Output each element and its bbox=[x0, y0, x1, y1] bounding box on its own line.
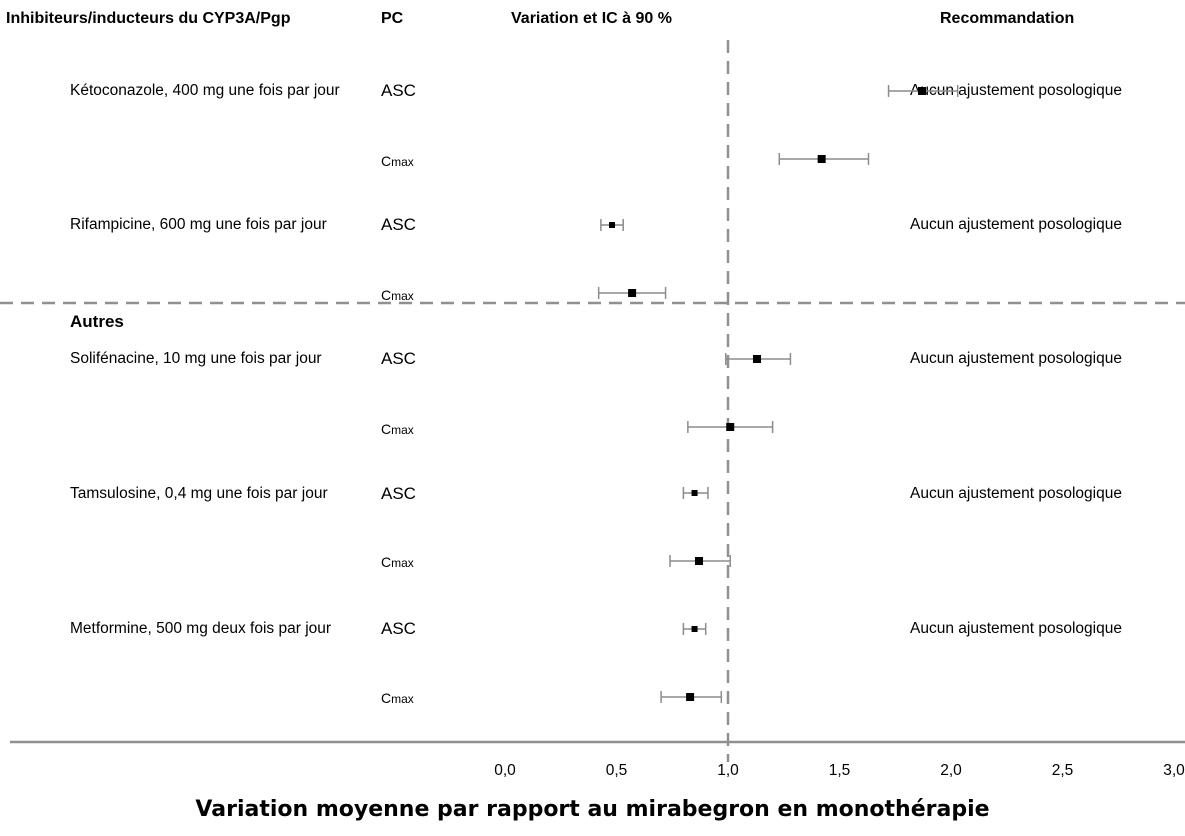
forest-marks bbox=[597, 85, 959, 703]
table-row: Kétoconazole, 400 mg une fois par jour A… bbox=[0, 81, 1185, 125]
pc-label: ASC bbox=[381, 215, 416, 234]
point-estimate bbox=[817, 155, 826, 163]
point-estimate bbox=[691, 626, 698, 632]
table-row: Rifampicine, 600 mg une fois par jour AS… bbox=[0, 215, 1185, 259]
pc-label: Cmax bbox=[381, 287, 414, 303]
pc-label: Cmax bbox=[381, 554, 414, 570]
forest-point bbox=[682, 487, 709, 499]
header-recommendation: Recommandation bbox=[940, 10, 1075, 27]
table-row: Metformine, 500 mg deux fois par jour AS… bbox=[0, 619, 1185, 663]
drug-label: Tamsulosine, 0,4 mg une fois par jour bbox=[70, 485, 328, 502]
pc-label: Cmax bbox=[381, 690, 414, 706]
forest-point bbox=[887, 85, 959, 97]
table-row: Cmax bbox=[0, 687, 1185, 731]
table-row: Cmax bbox=[0, 150, 1185, 194]
point-estimate bbox=[686, 693, 695, 701]
forest-point bbox=[687, 421, 774, 433]
header-variation: Variation et IC à 90 % bbox=[511, 10, 672, 27]
table-row: Cmax bbox=[0, 284, 1185, 328]
point-estimate bbox=[628, 289, 637, 297]
table-row: Autres bbox=[0, 312, 1185, 356]
recommendation-label: Aucun ajustement posologique bbox=[910, 485, 1122, 502]
pc-label: ASC bbox=[381, 81, 416, 100]
recommendation-label: Aucun ajustement posologique bbox=[910, 82, 1122, 99]
recommendation-label: Aucun ajustement posologique bbox=[910, 350, 1122, 367]
drug-label: Solifénacine, 10 mg une fois par jour bbox=[70, 350, 322, 367]
x-tick-label: 3,0 bbox=[1163, 762, 1185, 779]
header-drug: Inhibiteurs/inducteurs du CYP3A/Pgp bbox=[6, 10, 291, 27]
table-row: Tamsulosine, 0,4 mg une fois par jour AS… bbox=[0, 484, 1185, 528]
pc-label: ASC bbox=[381, 619, 416, 638]
point-estimate bbox=[726, 423, 735, 431]
pc-label: ASC bbox=[381, 349, 416, 368]
forest-point bbox=[660, 691, 723, 703]
x-tick-labels: 0,00,51,01,52,02,53,03,54,0 bbox=[494, 762, 1185, 779]
recommendation-label: Aucun ajustement posologique bbox=[910, 620, 1122, 637]
forest-point bbox=[669, 555, 731, 567]
table-row: Cmax bbox=[0, 551, 1185, 595]
x-tick-label: 2,5 bbox=[1052, 762, 1074, 779]
table-row: Solifénacine, 10 mg une fois par jour AS… bbox=[0, 349, 1185, 393]
pc-label: Cmax bbox=[381, 153, 414, 169]
header-pc: PC bbox=[381, 10, 404, 27]
pc-label: ASC bbox=[381, 484, 416, 503]
x-tick-label: 2,0 bbox=[940, 762, 962, 779]
section-heading: Autres bbox=[70, 312, 124, 331]
x-tick-label: 1,0 bbox=[717, 762, 739, 779]
point-estimate bbox=[695, 557, 704, 565]
x-tick-label: 1,5 bbox=[829, 762, 851, 779]
drug-label: Kétoconazole, 400 mg une fois par jour bbox=[70, 82, 340, 99]
point-estimate bbox=[609, 222, 616, 228]
drug-label: Metformine, 500 mg deux fois par jour bbox=[70, 620, 332, 637]
recommendation-label: Aucun ajustement posologique bbox=[910, 216, 1122, 233]
forest-point bbox=[600, 219, 624, 231]
x-tick-label: 0,5 bbox=[606, 762, 628, 779]
point-estimate bbox=[691, 490, 698, 496]
table-row: Cmax bbox=[0, 418, 1185, 462]
point-estimate bbox=[918, 87, 927, 95]
forest-point bbox=[778, 153, 870, 165]
x-tick-label: 0,0 bbox=[494, 762, 516, 779]
forest-point bbox=[725, 353, 792, 365]
drug-label: Rifampicine, 600 mg une fois par jour bbox=[70, 216, 327, 233]
point-estimate bbox=[752, 355, 761, 363]
forest-point bbox=[597, 287, 667, 299]
pc-label: Cmax bbox=[381, 421, 414, 437]
forest-point bbox=[682, 623, 707, 635]
x-axis-title: Variation moyenne par rapport au mirabeg… bbox=[195, 797, 990, 822]
